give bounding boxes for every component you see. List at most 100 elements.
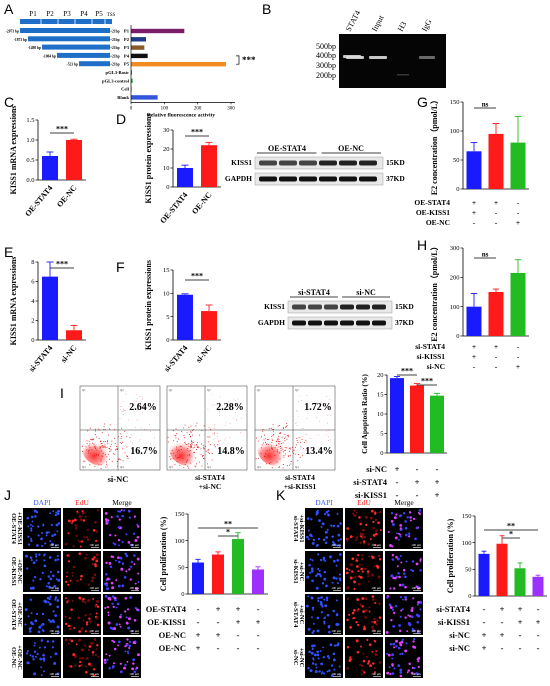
event-dot <box>122 448 124 450</box>
event-dot <box>189 453 191 455</box>
cell-nucleus <box>312 629 315 633</box>
cell-nucleus <box>360 664 364 668</box>
micrograph <box>23 637 61 678</box>
cell-nucleus <box>401 652 404 656</box>
cell-nucleus <box>375 532 378 536</box>
event-dot <box>235 412 236 414</box>
significance-mark: *** <box>56 260 68 269</box>
event-dot <box>278 452 280 454</box>
event-dot <box>218 410 220 412</box>
segment-label: P3 <box>63 10 71 18</box>
event-dot <box>89 464 91 466</box>
event-dot <box>176 457 178 459</box>
cell-nucleus <box>78 515 82 519</box>
event-dot <box>188 445 190 447</box>
condition-mark: - <box>495 362 498 371</box>
blot-size-label: 15KD <box>395 302 414 311</box>
event-dot <box>121 427 123 429</box>
event-dot <box>197 442 199 444</box>
cell-nucleus <box>366 570 370 573</box>
cell-nucleus <box>48 585 51 589</box>
quadrant-percentage: 2.64% <box>129 402 157 413</box>
cell-nucleus <box>79 545 82 548</box>
cell-nucleus <box>116 515 119 518</box>
cell-nucleus <box>353 509 356 512</box>
cell-nucleus <box>373 671 377 674</box>
cell-nucleus <box>109 533 112 537</box>
cell-nucleus <box>82 597 85 601</box>
event-dot <box>306 434 308 435</box>
condition-mark: + <box>518 604 523 614</box>
event-dot <box>175 428 177 430</box>
row-label: OE-STAT4 <box>10 513 17 545</box>
row-label: +OE-NC <box>16 645 23 670</box>
cell-nucleus <box>136 535 140 539</box>
event-dot <box>296 437 298 439</box>
event-dot <box>187 444 189 446</box>
cell-nucleus <box>324 560 327 562</box>
cell-nucleus <box>75 643 78 646</box>
cell-nucleus <box>353 587 356 591</box>
event-dot <box>183 467 185 469</box>
event-dot <box>173 440 175 442</box>
marker-label: 200bp <box>316 71 336 80</box>
cell-nucleus <box>360 535 363 538</box>
scale-bar-label: 100 μm <box>49 629 59 633</box>
cell-nucleus <box>113 543 117 546</box>
cell-nucleus <box>346 597 350 600</box>
cell-nucleus <box>346 527 349 530</box>
cell-nucleus <box>47 575 50 578</box>
cell-nucleus <box>66 571 69 574</box>
cell-nucleus <box>31 655 34 658</box>
cell-nucleus <box>78 596 82 600</box>
construct-name: P4 <box>124 53 130 58</box>
construct-end: +21bp <box>110 38 120 42</box>
cell-nucleus <box>330 664 334 667</box>
event-dot <box>272 434 274 436</box>
condition-mark: - <box>197 604 200 614</box>
cell-nucleus <box>404 616 407 619</box>
event-dot <box>179 464 181 466</box>
cell-nucleus <box>411 560 415 563</box>
cell-nucleus <box>44 600 48 604</box>
event-dot <box>124 430 126 432</box>
row-label: +si-NC <box>298 562 305 582</box>
event-dot <box>276 461 278 463</box>
cell-nucleus <box>310 518 313 521</box>
y-tick-label: 0 <box>456 186 459 193</box>
cell-nucleus <box>399 596 402 599</box>
cell-nucleus <box>112 542 115 545</box>
event-dot <box>100 450 102 452</box>
construct-start: -2073 bp <box>6 30 19 34</box>
event-dot <box>184 424 186 426</box>
cell-nucleus <box>40 666 43 669</box>
cell-nucleus <box>316 572 320 576</box>
cell-nucleus <box>121 562 125 565</box>
cell-nucleus <box>31 520 34 523</box>
significance-mark: * <box>509 530 513 539</box>
event-dot <box>137 409 138 410</box>
event-dot <box>236 420 238 421</box>
event-dot <box>219 414 220 416</box>
event-dot <box>120 435 122 437</box>
cell-nucleus <box>109 626 113 630</box>
blot-band <box>279 160 297 166</box>
event-dot <box>141 398 143 400</box>
cell-nucleus <box>390 619 393 622</box>
cell-nucleus <box>386 596 389 599</box>
condition-mark: - <box>436 464 439 474</box>
cell-nucleus <box>124 645 127 648</box>
event-dot <box>106 465 108 467</box>
blot-band <box>279 176 297 182</box>
cell-nucleus <box>369 538 372 541</box>
bar <box>488 292 504 336</box>
condition-mark: - <box>519 630 522 640</box>
event-dot <box>329 399 331 400</box>
event-dot <box>144 429 145 430</box>
cell-nucleus <box>371 598 375 601</box>
cell-nucleus <box>32 561 36 565</box>
event-dot <box>261 436 263 438</box>
cell-nucleus <box>415 585 418 588</box>
cell-nucleus <box>321 522 325 526</box>
